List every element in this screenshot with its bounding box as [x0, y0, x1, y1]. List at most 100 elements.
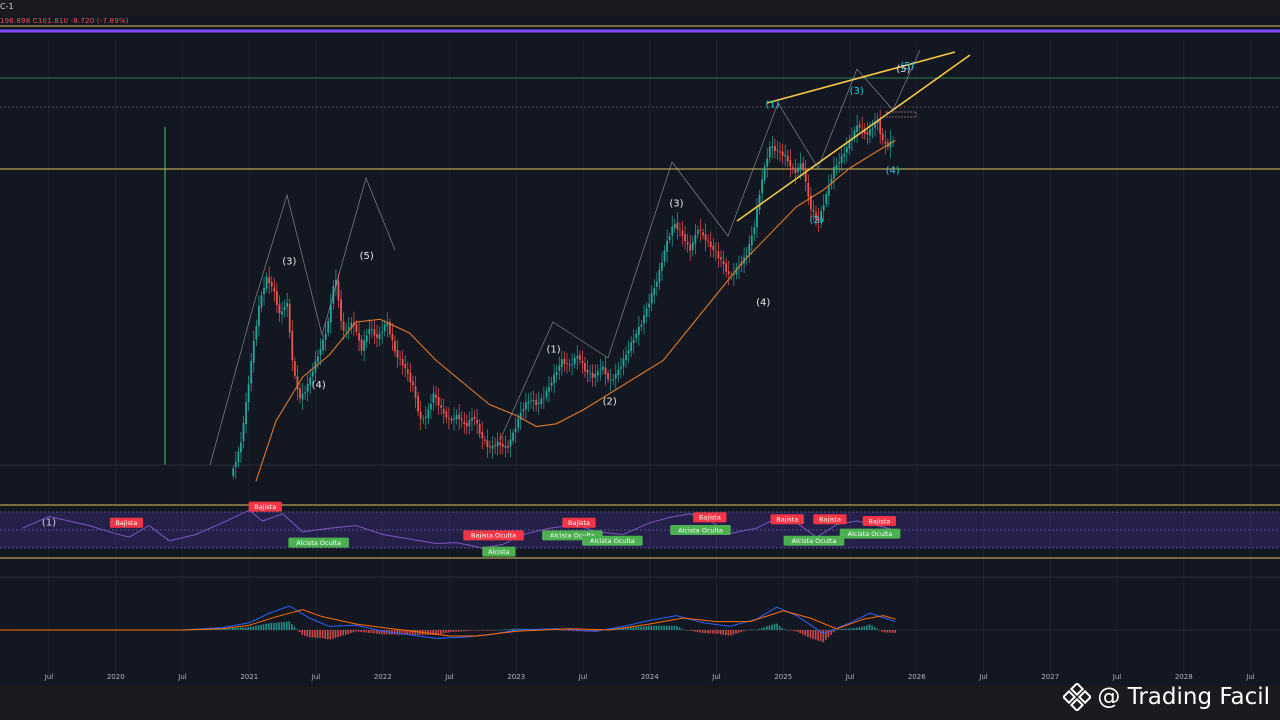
- x-tick-label: Jul: [711, 673, 721, 681]
- candle-body: [840, 155, 843, 163]
- candle-body: [432, 393, 435, 403]
- macd-histogram-bar: [488, 630, 491, 631]
- macd-histogram-bar: [429, 630, 432, 636]
- rsi-signal-text: Bajista: [699, 514, 721, 522]
- macd-histogram-bar: [344, 630, 347, 635]
- rsi-signal-bear[interactable]: Bajista: [248, 501, 282, 512]
- ohlc-readout: 196.898 C101.810 -8.720 (-7.89%): [0, 17, 129, 25]
- wedge-upper-line[interactable]: [766, 51, 956, 104]
- candle-body: [707, 240, 710, 242]
- rsi-signal-bear[interactable]: Bajista: [813, 514, 847, 525]
- candle-body: [573, 357, 576, 365]
- rsi-signal-bull[interactable]: Alcista Oculta: [839, 528, 901, 539]
- rsi-signal-box: [248, 501, 282, 512]
- rsi-signal-bull[interactable]: Alcista: [482, 546, 516, 557]
- candle-body: [815, 212, 817, 220]
- rsi-signal-bull[interactable]: Alcista Oculta: [288, 537, 349, 548]
- candle-body: [478, 423, 481, 434]
- macd-histogram-bar: [411, 630, 414, 635]
- macd-histogram-bar: [437, 630, 440, 635]
- candle-body: [604, 367, 607, 375]
- macd-histogram-bar: [332, 630, 334, 639]
- macd-histogram-bar: [855, 627, 858, 630]
- macd-histogram-bar: [406, 630, 409, 635]
- candle-body: [386, 323, 389, 327]
- macd-histogram-bar: [291, 624, 293, 630]
- candle-body: [786, 155, 789, 162]
- macd-histogram-bar: [380, 630, 383, 635]
- macd-histogram-bar: [704, 630, 707, 634]
- candle-body: [822, 205, 825, 211]
- macd-histogram-bar: [506, 629, 509, 630]
- candle-body: [863, 129, 866, 134]
- rsi-signal-bear[interactable]: Bajista: [562, 517, 596, 528]
- candle-body: [820, 210, 823, 223]
- macd-histogram-bar: [837, 629, 840, 630]
- macd-histogram-bar: [832, 630, 835, 633]
- macd-histogram-bar: [776, 623, 778, 630]
- macd-histogram-bar: [224, 628, 226, 630]
- macd-histogram-bar: [499, 629, 501, 631]
- wedge-lower-line[interactable]: [736, 54, 971, 222]
- rsi-signal-bull[interactable]: Alcista Oculta: [670, 525, 731, 535]
- macd-histogram-bar: [668, 625, 671, 630]
- candle-body: [525, 402, 527, 410]
- candle-body: [827, 185, 830, 196]
- candle-body: [645, 308, 648, 317]
- macd-histogram-bar: [665, 625, 668, 630]
- candle-body: [745, 255, 748, 257]
- macd-histogram-bar: [755, 629, 758, 631]
- macd-histogram-bar: [609, 628, 612, 630]
- macd-histogram-bar: [504, 629, 506, 630]
- rsi-signal-bear[interactable]: Bajista: [109, 517, 144, 528]
- candle-body: [671, 226, 674, 236]
- rsi-signal-box: [582, 535, 643, 546]
- candle-body: [748, 243, 751, 255]
- rsi-signal-bull[interactable]: Alcista Oculta: [582, 535, 643, 546]
- rsi-signal-bear[interactable]: Bajista Oculta: [463, 530, 524, 541]
- candle-body: [311, 371, 314, 377]
- macd-histogram-bar: [511, 628, 514, 630]
- candle-body: [242, 422, 245, 442]
- rsi-signal-bear[interactable]: Bajista: [862, 516, 897, 526]
- candle-body: [527, 401, 530, 404]
- candle-body: [273, 287, 276, 292]
- candle-body: [460, 418, 463, 421]
- candle-body: [632, 339, 635, 343]
- macd-histogram-bar: [809, 630, 812, 639]
- candle-body: [861, 127, 864, 129]
- candle-body: [648, 303, 651, 308]
- macd-histogram-bar: [370, 630, 373, 634]
- candle-body: [514, 428, 517, 432]
- rsi-signal-bear[interactable]: Bajista: [770, 514, 804, 525]
- rsi-signal-bull[interactable]: Alcista Oculta: [783, 535, 845, 546]
- grid-layer: [48, 40, 1251, 676]
- macd-histogram-bar: [468, 630, 470, 631]
- candle-body: [817, 218, 820, 222]
- rsi-signal-text: Alcista Oculta: [678, 526, 723, 534]
- candle-body: [697, 230, 699, 234]
- candle-body: [727, 271, 730, 275]
- candle-body: [517, 418, 520, 428]
- macd-histogram-bar: [771, 624, 773, 630]
- rsi-signal-box: [813, 514, 847, 525]
- symbol-label[interactable]: C-1: [0, 2, 14, 11]
- candle-body: [807, 182, 810, 197]
- candle-body: [779, 151, 781, 153]
- rsi-signal-bear[interactable]: Bajista: [693, 512, 727, 523]
- macd-histogram-bar: [740, 630, 742, 633]
- macd-histogram-bar: [796, 630, 799, 632]
- rsi-signal-box: [693, 512, 727, 523]
- rsi-signal-box: [288, 537, 349, 548]
- macd-histogram-bar: [486, 630, 488, 631]
- macd-histogram-bar: [565, 630, 568, 631]
- macd-histogram-bar: [267, 623, 270, 630]
- macd-histogram-bar: [234, 627, 237, 630]
- macd-histogram-bar: [311, 630, 314, 638]
- candle-body: [291, 331, 294, 361]
- candle-body: [535, 400, 538, 405]
- macd-histogram-bar: [696, 630, 699, 633]
- candle-body: [494, 445, 496, 447]
- candle-body: [830, 178, 833, 185]
